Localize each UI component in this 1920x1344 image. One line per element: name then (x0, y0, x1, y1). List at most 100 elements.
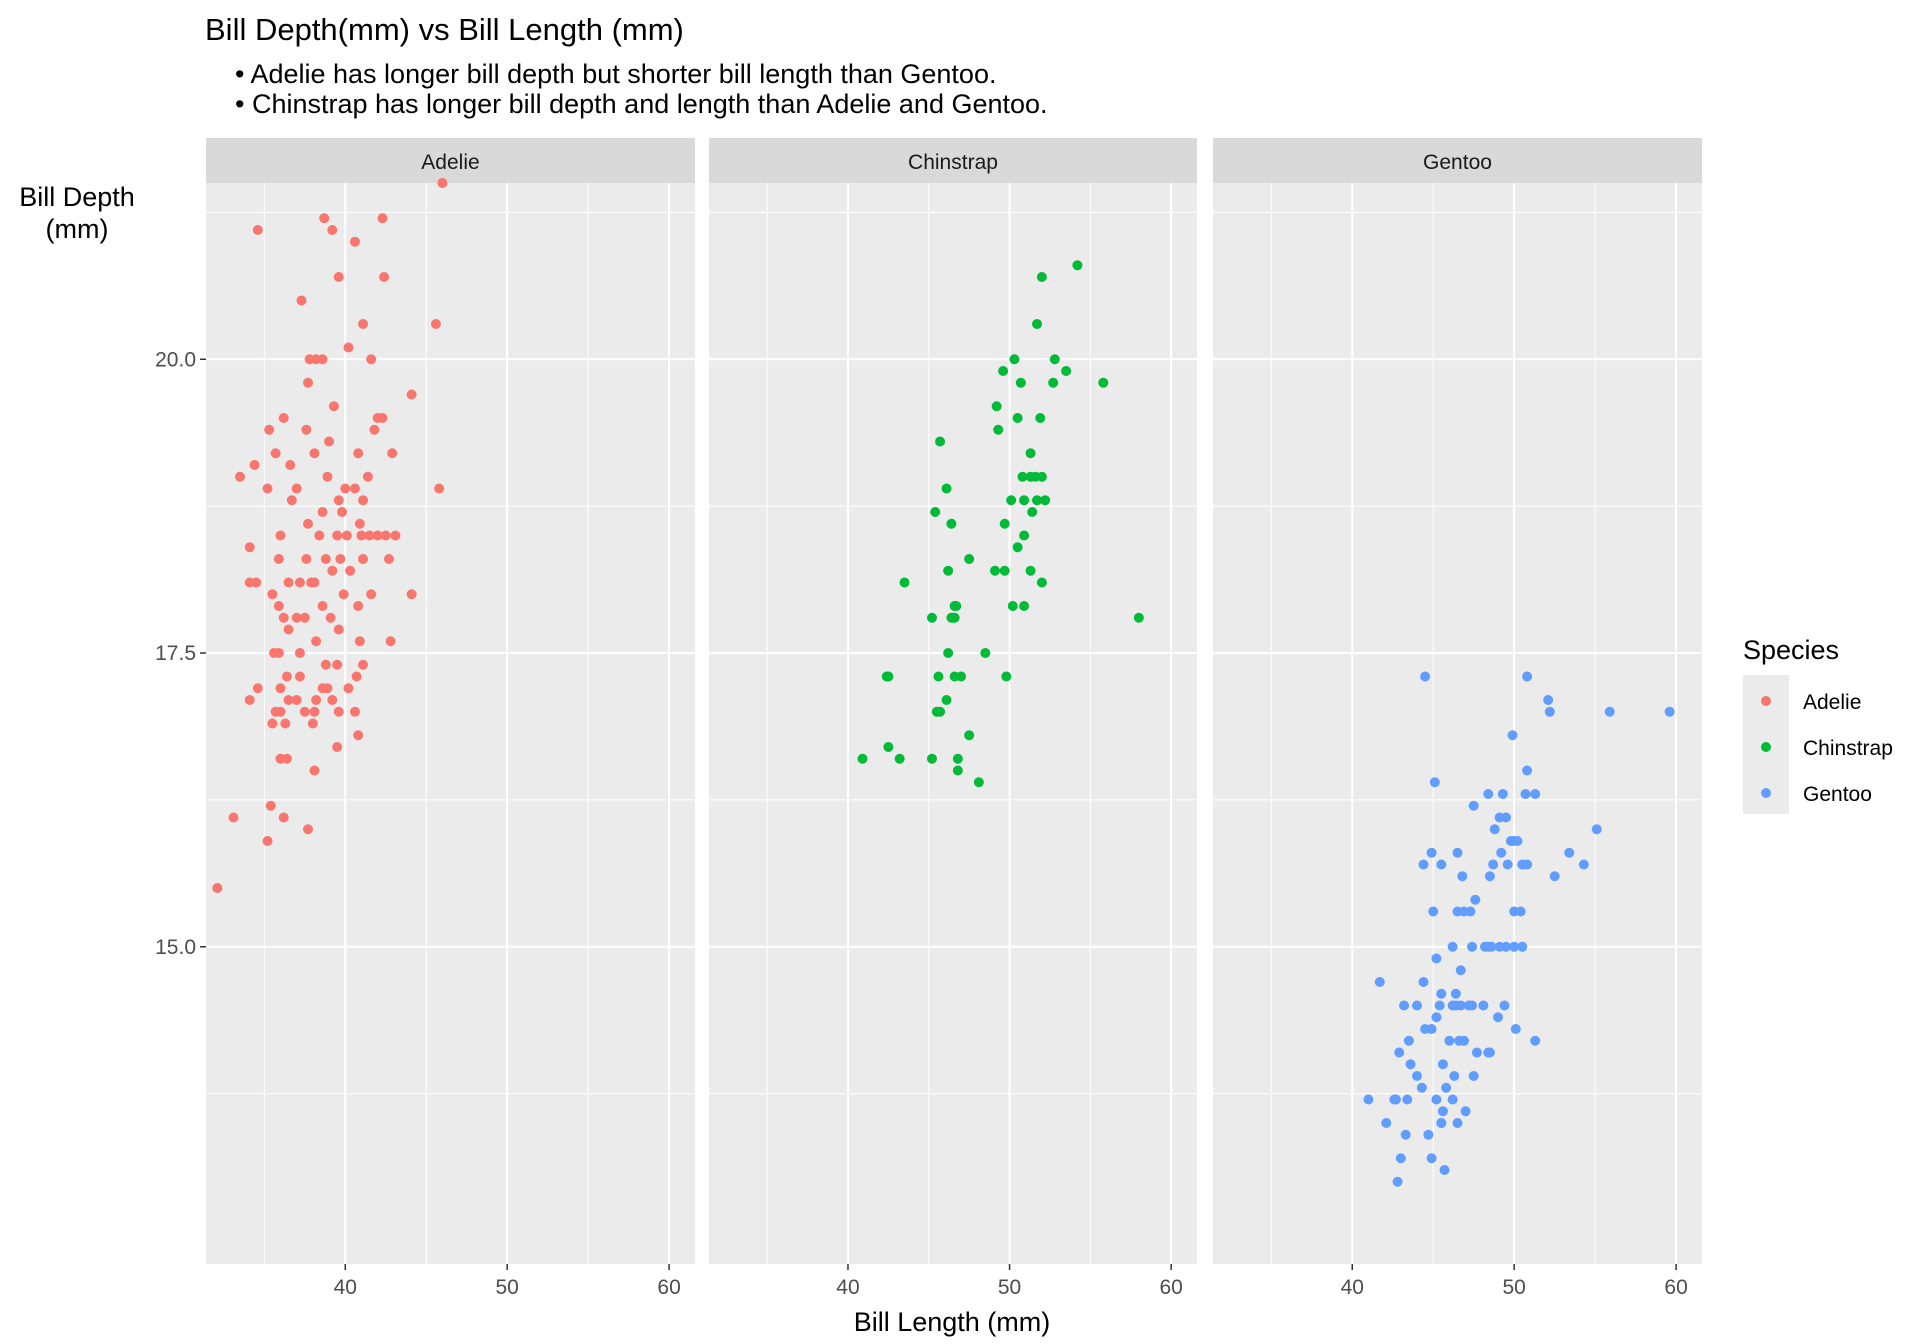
data-point-gentoo (1455, 1000, 1466, 1011)
data-point-chinstrap (943, 648, 954, 658)
data-point-adelie (235, 471, 246, 482)
data-point-gentoo (1436, 988, 1447, 999)
data-point-adelie (278, 812, 289, 823)
data-point-adelie (294, 577, 305, 588)
y-axis-title-line-1: Bill Depth (19, 182, 135, 212)
facet-strip (709, 138, 1197, 183)
data-point-chinstrap (1098, 377, 1109, 388)
data-point-chinstrap (993, 424, 1004, 435)
data-point-adelie (343, 683, 354, 694)
data-point-gentoo (1544, 706, 1555, 717)
y-tick-label: 20.0 (155, 348, 196, 371)
data-point-adelie (262, 483, 273, 494)
data-point-gentoo (1418, 859, 1429, 870)
data-point-gentoo (1363, 1094, 1374, 1105)
data-point-gentoo (1405, 1059, 1416, 1070)
data-point-gentoo (1591, 824, 1602, 835)
legend-label-chinstrap: Chinstrap (1803, 737, 1893, 760)
data-point-adelie (244, 695, 255, 705)
data-point-gentoo (1522, 671, 1533, 682)
data-point-adelie (306, 577, 317, 588)
data-point-adelie (273, 648, 284, 658)
data-point-adelie (281, 753, 292, 764)
data-point-chinstrap (1015, 377, 1026, 388)
data-point-gentoo (1395, 1153, 1406, 1164)
x-tick-label: 60 (1159, 1276, 1182, 1299)
y-tick-label: 15.0 (155, 936, 196, 959)
data-point-adelie (299, 612, 310, 623)
data-point-gentoo (1501, 812, 1512, 823)
x-tick-label: 60 (657, 1276, 680, 1299)
data-point-chinstrap (1012, 413, 1023, 423)
data-point-adelie (291, 483, 302, 494)
data-point-gentoo (1484, 1047, 1495, 1058)
data-point-chinstrap (973, 777, 984, 788)
data-point-adelie (244, 542, 255, 553)
y-tick-label: 17.5 (155, 642, 196, 665)
data-point-adelie (338, 589, 349, 600)
data-point-chinstrap (1001, 671, 1012, 682)
data-point-gentoo (1381, 1118, 1392, 1128)
data-point-gentoo (1492, 1012, 1503, 1023)
data-point-adelie (309, 448, 320, 459)
data-point-gentoo (1502, 859, 1513, 870)
data-point-chinstrap (952, 753, 963, 764)
facet-panel-gentoo: Gentoo 40 50 60 (1213, 138, 1702, 1299)
data-point-chinstrap (1040, 495, 1051, 506)
data-point-adelie (390, 530, 401, 541)
data-point-adelie (377, 213, 388, 224)
data-point-adelie (291, 612, 302, 623)
data-point-chinstrap (926, 753, 937, 764)
legend-label-gentoo: Gentoo (1803, 783, 1872, 806)
data-point-adelie (333, 624, 344, 635)
data-point-adelie (383, 554, 394, 564)
data-point-gentoo (1428, 906, 1439, 917)
data-point-adelie (324, 436, 335, 447)
data-point-adelie (351, 671, 362, 682)
x-tick-label: 40 (334, 1276, 357, 1299)
data-point-chinstrap (964, 554, 975, 564)
data-point-adelie (252, 225, 263, 235)
facet-panels: Adelie 40 50 60 Chinstrap 40 50 60 Gentoo 40 50 60 (206, 138, 1702, 1299)
data-point-gentoo (1416, 1082, 1427, 1093)
data-point-adelie (362, 471, 373, 482)
data-point-adelie (377, 413, 388, 423)
data-point-gentoo (1454, 1035, 1465, 1046)
data-point-gentoo (1402, 1094, 1413, 1105)
legend-key-chinstrap (1761, 742, 1771, 752)
data-point-gentoo (1412, 1071, 1423, 1081)
data-point-chinstrap (1061, 366, 1072, 376)
data-point-chinstrap (1035, 413, 1046, 423)
data-point-chinstrap (1017, 471, 1028, 482)
data-point-adelie (309, 706, 320, 717)
data-point-gentoo (1460, 1106, 1471, 1117)
data-point-gentoo (1374, 977, 1385, 987)
data-point-adelie (275, 683, 286, 694)
data-point-adelie (228, 812, 239, 823)
data-point-adelie (385, 636, 396, 647)
data-point-chinstrap (883, 742, 894, 752)
data-point-gentoo (1426, 1153, 1437, 1164)
data-point-adelie (333, 495, 344, 506)
data-point-chinstrap (1025, 448, 1036, 459)
data-point-adelie (278, 413, 289, 423)
data-point-chinstrap (956, 671, 967, 682)
data-point-adelie (356, 530, 367, 541)
data-point-gentoo (1520, 789, 1531, 799)
data-point-gentoo (1429, 777, 1440, 788)
data-point-chinstrap (935, 706, 946, 717)
data-point-adelie (303, 824, 314, 835)
data-point-adelie (301, 424, 312, 435)
data-point-chinstrap (930, 507, 941, 517)
data-point-adelie (303, 377, 314, 388)
data-point-adelie (275, 706, 286, 717)
legend-key-gentoo (1761, 788, 1771, 798)
data-point-adelie (322, 471, 333, 482)
data-point-adelie (294, 671, 305, 682)
data-point-adelie (265, 800, 276, 811)
data-point-gentoo (1522, 859, 1533, 870)
data-point-gentoo (1400, 1129, 1411, 1140)
data-point-adelie (437, 178, 448, 188)
x-tick-label: 60 (1664, 1276, 1687, 1299)
